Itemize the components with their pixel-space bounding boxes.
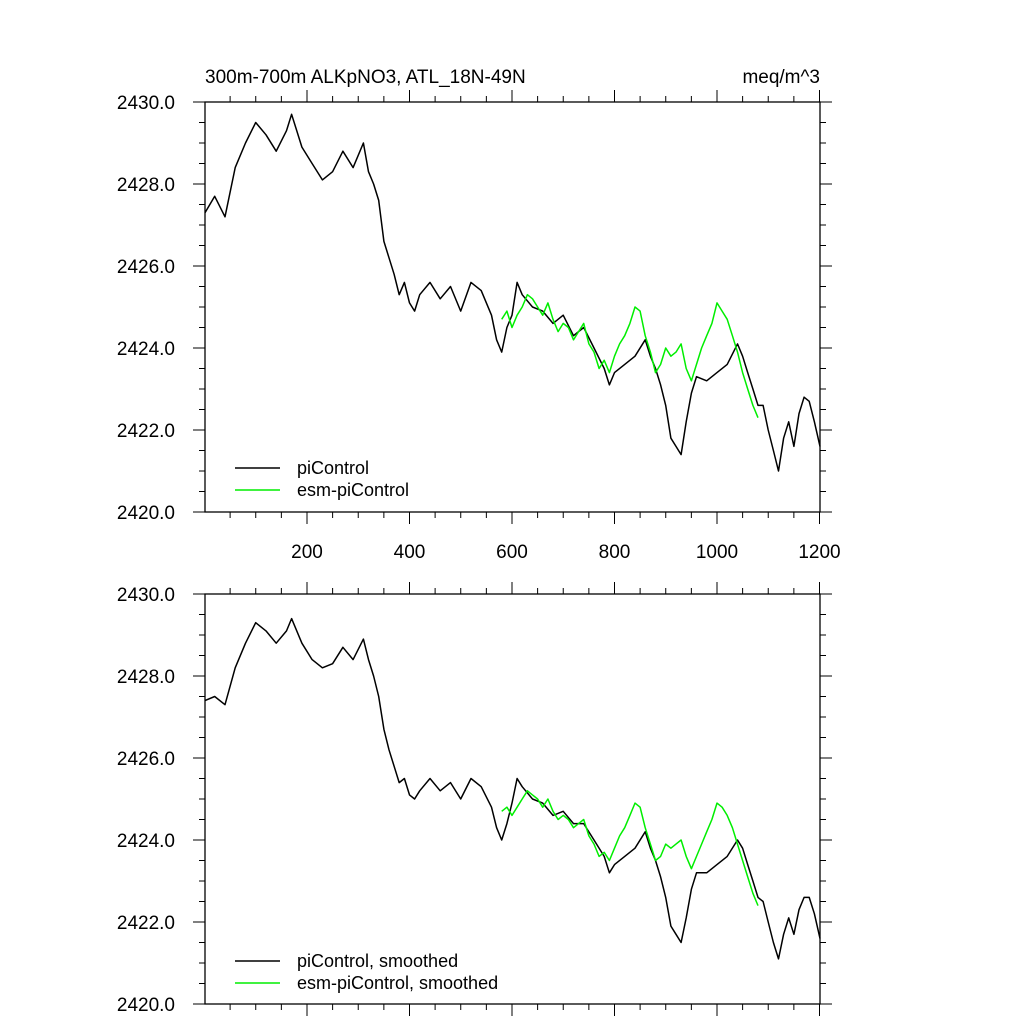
series-line-esm-picontrol: [501, 293, 759, 418]
top-y-tick-label: 2420.0: [117, 503, 175, 524]
legend-label-esm-picontrol: esm-piControl: [297, 480, 409, 500]
chart-title: 300m-700m ALKpNO3, ATL_18N-49N: [205, 67, 526, 88]
legend-label-picontrol-smoothed: piControl, smoothed: [297, 951, 458, 971]
top-x-tick-label: 1000: [696, 542, 738, 563]
top-y-tick-label: 2426.0: [117, 257, 175, 278]
series-line-esm-picontrol-smoothed: [501, 790, 759, 906]
bottom-y-tick-label: 2430.0: [117, 585, 175, 606]
bottom-y-tick-label: 2426.0: [117, 749, 175, 770]
top-x-tick-label: 1200: [798, 542, 840, 563]
top-y-tick-label: 2428.0: [117, 175, 175, 196]
top-y-tick-label: 2422.0: [117, 421, 175, 442]
top-y-tick-label: 2430.0: [117, 93, 175, 114]
bottom-legend: piControl, smoothed esm-piControl, smoot…: [235, 951, 498, 993]
top-panel: 2420.0 2422.0 2424.0 2426.0 2428.0 2430.0 200…: [117, 90, 841, 563]
units-label: meq/m^3: [742, 67, 820, 88]
top-y-tick-labels: 2420.0 2422.0 2424.0 2426.0 2428.0 2430.0: [117, 93, 175, 524]
bottom-plot-lines: [204, 617, 821, 960]
bottom-y-tick-label: 2428.0: [117, 667, 175, 688]
top-x-tick-labels: 200 400 600 800 1000 1200: [291, 542, 840, 563]
top-x-tick-label: 400: [394, 542, 426, 563]
bottom-y-tick-label: 2422.0: [117, 913, 175, 934]
top-plot-frame: [204, 101, 821, 513]
bottom-panel: 2420.0 2422.0 2424.0 2426.0 2428.0 2430.0 piC…: [117, 582, 832, 1016]
bottom-axis-ticks: [193, 582, 832, 1016]
series-line-picontrol-smoothed: [204, 617, 821, 960]
top-x-tick-label: 800: [599, 542, 631, 563]
series-line-picontrol: [204, 113, 821, 472]
bottom-y-tick-label: 2420.0: [117, 995, 175, 1016]
top-legend: piControl esm-piControl: [235, 458, 409, 500]
legend-label-picontrol: piControl: [297, 458, 369, 478]
legend-label-esm-picontrol-smoothed: esm-piControl, smoothed: [297, 973, 498, 993]
top-plot-lines: [204, 113, 821, 472]
top-axis-ticks: [193, 90, 832, 524]
top-x-tick-label: 200: [291, 542, 323, 563]
bottom-y-tick-label: 2424.0: [117, 831, 175, 852]
top-y-tick-label: 2424.0: [117, 339, 175, 360]
bottom-y-tick-labels: 2420.0 2422.0 2424.0 2426.0 2428.0 2430.0: [117, 585, 175, 1016]
top-x-tick-label: 600: [496, 542, 528, 563]
